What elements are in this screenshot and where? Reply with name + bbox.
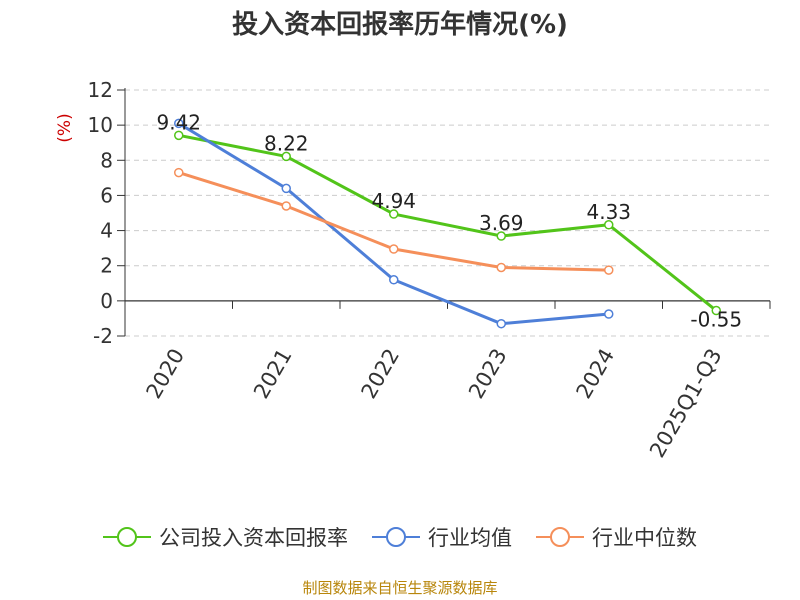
legend-label: 行业中位数	[592, 526, 697, 550]
y-tick-label: 12	[88, 78, 113, 102]
data-point	[281, 151, 291, 162]
y-tick-label: 8	[100, 148, 113, 172]
legend-marker-icon	[372, 527, 420, 547]
y-tick-label: 6	[100, 183, 113, 207]
data-point	[281, 201, 291, 211]
series-line	[178, 133, 718, 312]
data-point	[389, 209, 399, 219]
data-label: 3.69	[479, 211, 524, 235]
axes: 12 10 8 6 4 2 0 -2 (%) 2020 2021 2022 2023 2024 2025Q1…	[55, 78, 771, 462]
data-point	[174, 167, 184, 178]
x-tick-label: 2025Q1-Q3	[645, 345, 727, 462]
series-lines	[174, 118, 721, 329]
data-label: 4.33	[586, 200, 631, 224]
x-tick-label: 2020	[142, 345, 190, 403]
chart-title: 投入资本回报率历年情况(%)	[232, 10, 568, 40]
legend-marker-icon	[536, 527, 584, 547]
data-point	[174, 118, 184, 129]
legend-item-industry-median[interactable]: 行业中位数	[536, 522, 697, 552]
data-point	[604, 265, 614, 275]
data-point	[389, 244, 399, 254]
data-point	[496, 262, 506, 273]
legend-item-company[interactable]: 公司投入资本回报率	[103, 522, 348, 552]
data-point	[496, 318, 506, 329]
data-label: 8.22	[264, 131, 309, 155]
legend-item-industry-mean[interactable]: 行业均值	[372, 522, 512, 552]
data-label: 4.94	[371, 189, 416, 213]
data-point	[604, 220, 614, 230]
x-tick-label: 2024	[572, 345, 620, 403]
legend-marker-icon	[103, 527, 151, 547]
data-label: 9.42	[156, 110, 201, 134]
data-point	[174, 130, 184, 141]
legend: 公司投入资本回报率 行业均值 行业中位数	[0, 519, 800, 555]
y-tick-label: 10	[88, 113, 113, 137]
legend-label: 行业均值	[428, 526, 512, 550]
series-line	[177, 122, 609, 326]
x-tick-label: 2021	[249, 345, 297, 403]
data-point	[496, 231, 506, 241]
data-point	[281, 183, 291, 194]
legend-label: 公司投入资本回报率	[159, 526, 348, 550]
y-tick-label: 2	[100, 254, 113, 278]
source-note: 制图数据来自恒生聚源数据库	[302, 579, 498, 597]
y-tick-label: 4	[100, 219, 113, 243]
data-point	[389, 275, 399, 285]
grid-lines	[125, 89, 770, 337]
x-tick-label: 2022	[357, 345, 405, 403]
data-label: -0.55	[690, 308, 742, 332]
data-point	[711, 305, 721, 316]
x-tick-label: 2023	[464, 345, 512, 403]
data-point	[604, 309, 614, 319]
data-labels: 9.42 8.22 4.94 3.69 4.33 -0.55	[156, 110, 742, 331]
series-line	[178, 171, 609, 272]
y-tick-label: -2	[93, 324, 113, 348]
y-axis-label: (%)	[55, 113, 75, 142]
y-tick-label: 0	[100, 289, 113, 313]
